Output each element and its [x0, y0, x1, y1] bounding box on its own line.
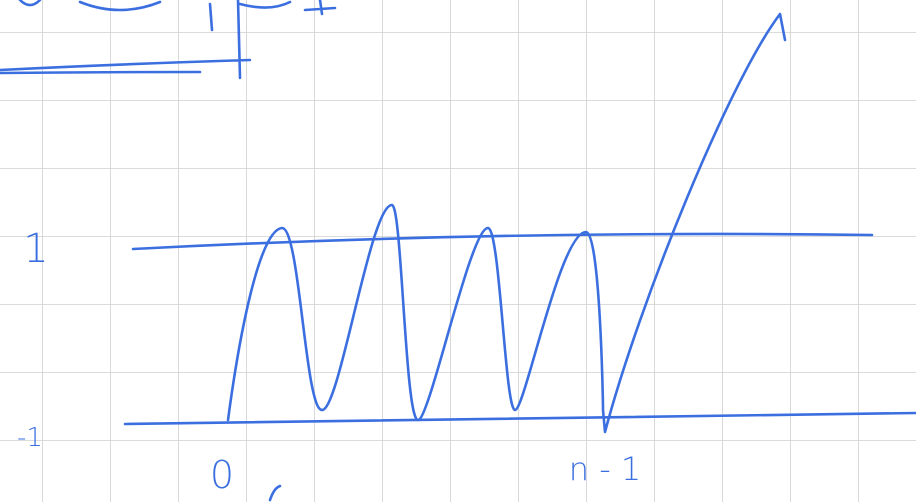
end-label: n - 1 — [569, 450, 642, 488]
lower-label: -1 — [17, 423, 43, 453]
start-label: 0 — [210, 453, 234, 497]
upper-label: 1 — [23, 226, 48, 272]
note-canvas: 1 -1 0 n - 1 — [0, 0, 916, 502]
grid-paper — [0, 0, 916, 502]
page: {"labels": {"upper": "1", "lower": "-1",… — [0, 0, 916, 502]
